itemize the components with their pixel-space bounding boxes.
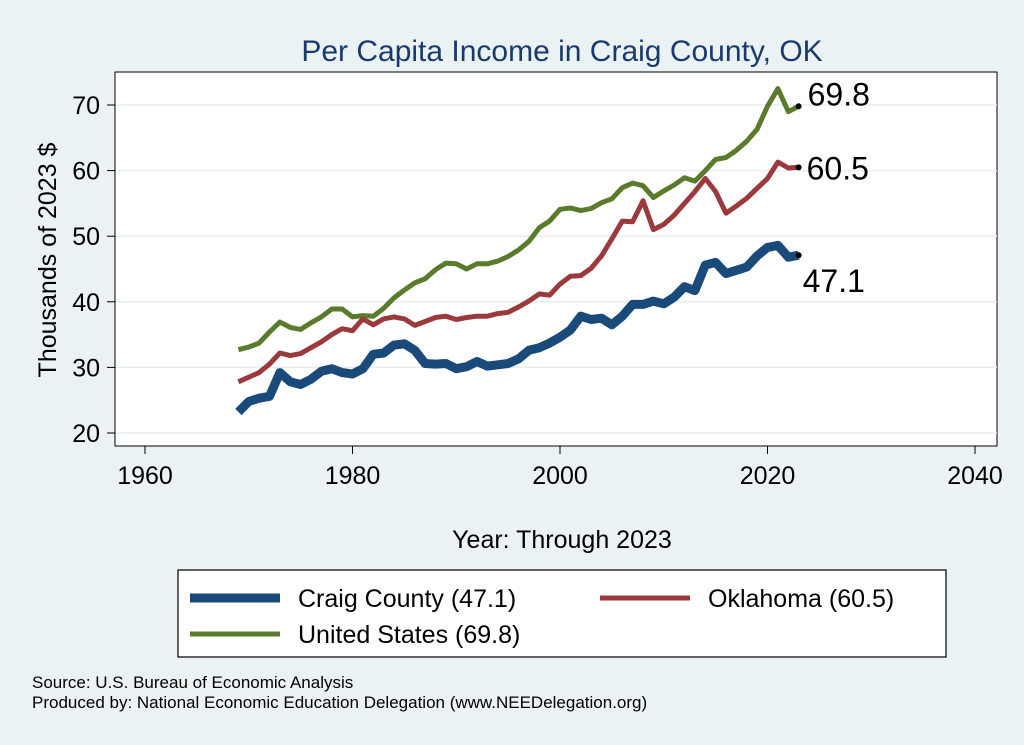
y-tick-label: 60 xyxy=(72,158,100,186)
end-point-marker xyxy=(795,164,802,171)
series-line-craig-county xyxy=(235,240,800,416)
legend-label: Oklahoma (60.5) xyxy=(708,585,894,613)
x-tick-label: 1980 xyxy=(325,462,381,490)
y-tick-label: 50 xyxy=(72,223,100,251)
y-axis-label: Thousands of 2023 $ xyxy=(34,142,62,377)
y-tick-label: 30 xyxy=(72,354,100,382)
end-label-united-states: 69.8 xyxy=(808,76,870,112)
series-lines xyxy=(235,86,800,416)
y-tick-label: 70 xyxy=(72,92,100,120)
legend: Craig County (47.1) Oklahoma (60.5) United… xyxy=(190,585,894,649)
legend-label: Craig County (47.1) xyxy=(298,585,516,613)
produced-by-note: Produced by: National Economic Education… xyxy=(32,693,648,712)
x-tick-label: 2040 xyxy=(947,462,1003,490)
x-tick-label: 2000 xyxy=(532,462,588,490)
x-tick-label: 2020 xyxy=(740,462,796,490)
end-labels: 47.1 60.5 69.8 xyxy=(795,76,870,299)
x-axis: 1960 1980 2000 2020 2040 xyxy=(115,445,1003,490)
y-axis: 20 30 40 50 60 70 xyxy=(72,72,116,448)
y-tick-label: 40 xyxy=(72,289,100,317)
y-tick-label: 20 xyxy=(72,420,100,448)
legend-box xyxy=(177,569,947,658)
series-line-united-states xyxy=(237,86,800,353)
end-label-craig-county: 47.1 xyxy=(803,263,865,299)
series-line-oklahoma xyxy=(237,159,799,385)
legend-label: United States (69.8) xyxy=(298,621,520,649)
x-axis-label: Year: Through 2023 xyxy=(452,526,672,554)
source-note: Source: U.S. Bureau of Economic Analysis xyxy=(32,673,354,692)
chart-title: Per Capita Income in Craig County, OK xyxy=(301,35,822,68)
x-tick-label: 1960 xyxy=(117,462,173,490)
end-point-marker xyxy=(795,103,802,110)
end-point-marker xyxy=(795,252,802,259)
plot-area xyxy=(114,71,998,447)
end-label-oklahoma: 60.5 xyxy=(807,150,869,186)
